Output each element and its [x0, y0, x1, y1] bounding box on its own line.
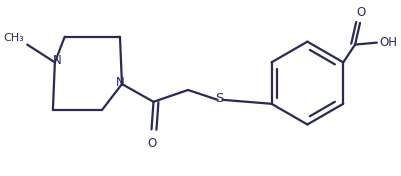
Text: CH₃: CH₃ [4, 33, 24, 43]
Text: N: N [115, 76, 124, 89]
Text: O: O [356, 6, 366, 19]
Text: S: S [215, 92, 224, 105]
Text: O: O [147, 137, 156, 150]
Text: N: N [53, 54, 61, 67]
Text: OH: OH [380, 36, 398, 49]
